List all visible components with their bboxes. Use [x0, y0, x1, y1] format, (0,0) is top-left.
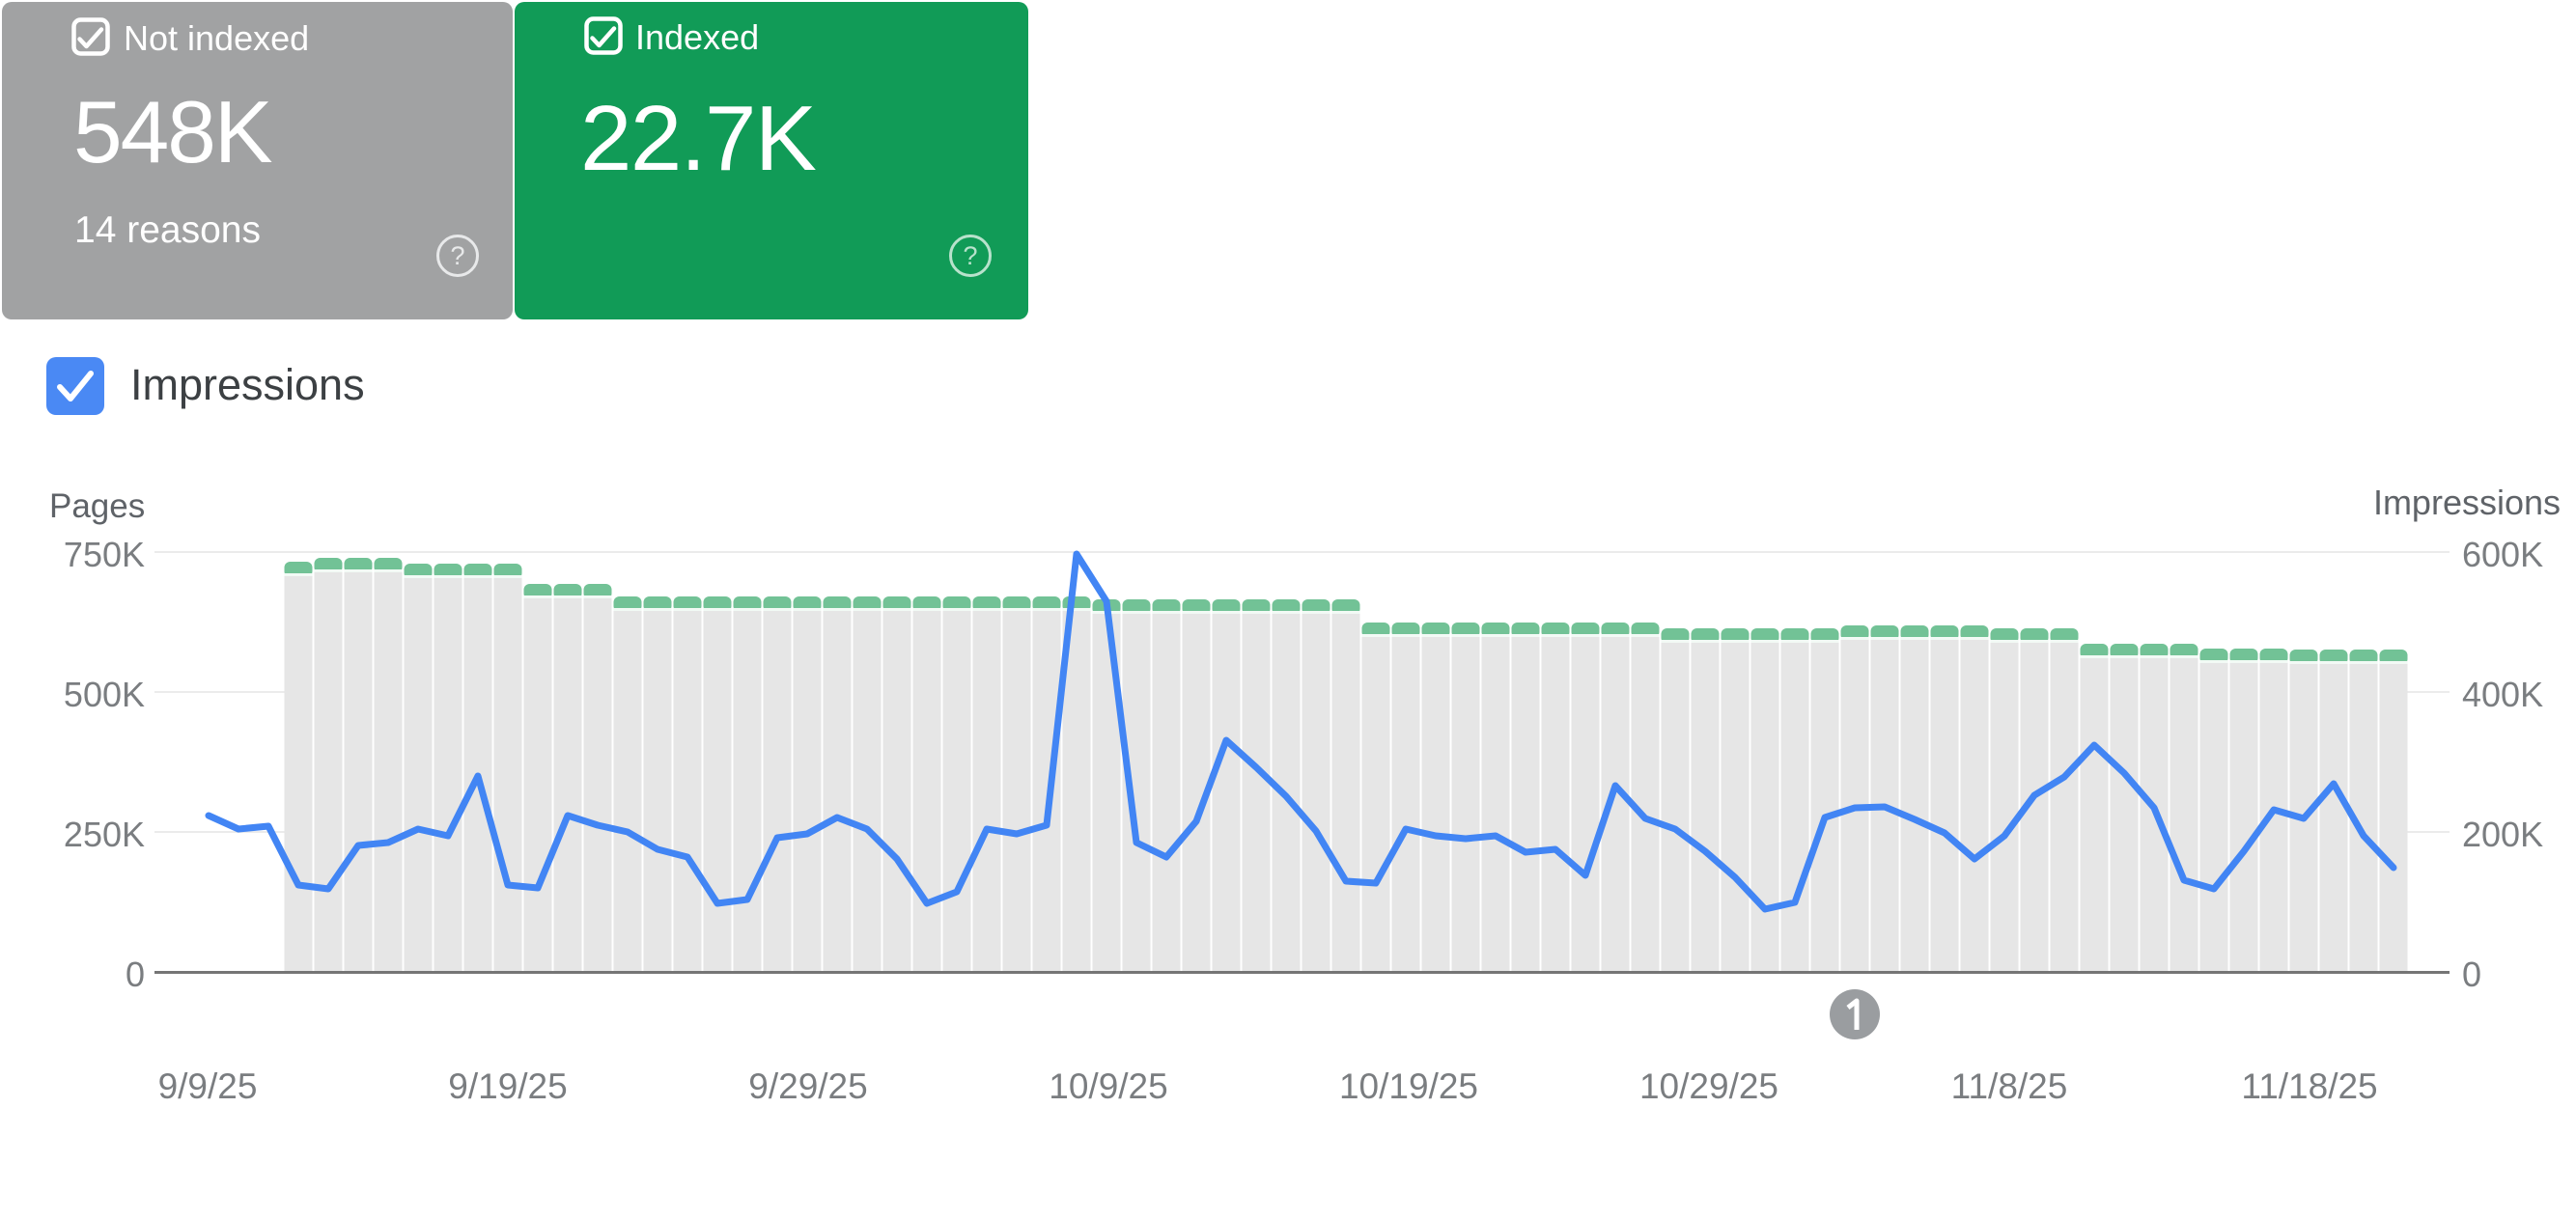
svg-text:600K: 600K: [2462, 535, 2543, 574]
svg-text:Impressions: Impressions: [2373, 483, 2561, 522]
svg-text:?: ?: [963, 241, 977, 270]
svg-text:0: 0: [2462, 955, 2481, 994]
svg-text:0: 0: [126, 955, 145, 994]
svg-text:9/9/25: 9/9/25: [158, 1066, 258, 1106]
svg-text:10/29/25: 10/29/25: [1639, 1066, 1778, 1106]
svg-text:?: ?: [450, 241, 464, 270]
svg-text:10/19/25: 10/19/25: [1339, 1066, 1478, 1106]
svg-text:9/29/25: 9/29/25: [748, 1066, 867, 1106]
svg-text:200K: 200K: [2462, 815, 2543, 854]
svg-text:250K: 250K: [64, 815, 145, 854]
svg-text:Pages: Pages: [49, 487, 145, 525]
svg-text:9/19/25: 9/19/25: [448, 1066, 567, 1106]
svg-text:11/18/25: 11/18/25: [2241, 1066, 2377, 1106]
svg-text:10/9/25: 10/9/25: [1049, 1066, 1167, 1106]
svg-text:500K: 500K: [64, 675, 145, 714]
svg-text:400K: 400K: [2462, 675, 2543, 714]
svg-text:11/8/25: 11/8/25: [1951, 1066, 2068, 1106]
svg-text:750K: 750K: [64, 535, 145, 574]
